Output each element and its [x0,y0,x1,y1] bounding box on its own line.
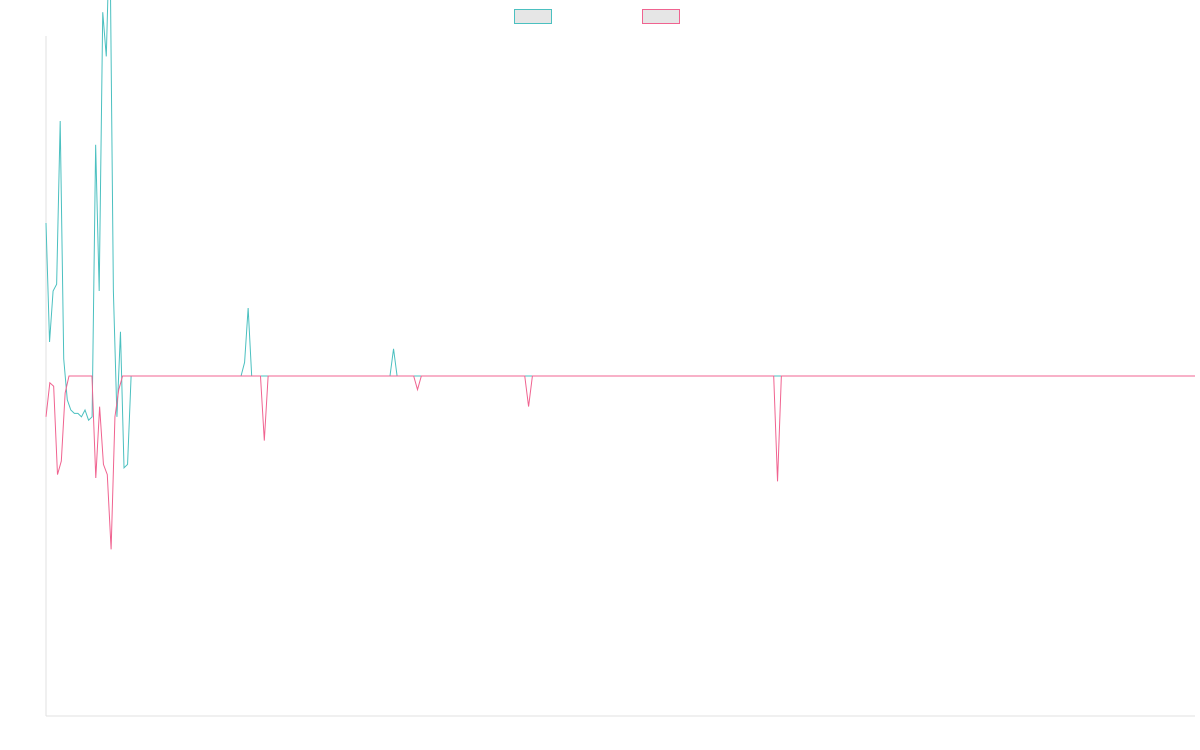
series-line-2 [45,375,1195,550]
series-lines [45,0,1195,550]
legend-item-series-2[interactable] [642,9,686,24]
legend [0,9,1200,24]
series-line-1 [45,0,1195,469]
legend-swatch-series-2 [642,9,680,24]
legend-swatch-series-1 [514,9,552,24]
legend-item-series-1[interactable] [514,9,558,24]
axes [45,36,1195,717]
